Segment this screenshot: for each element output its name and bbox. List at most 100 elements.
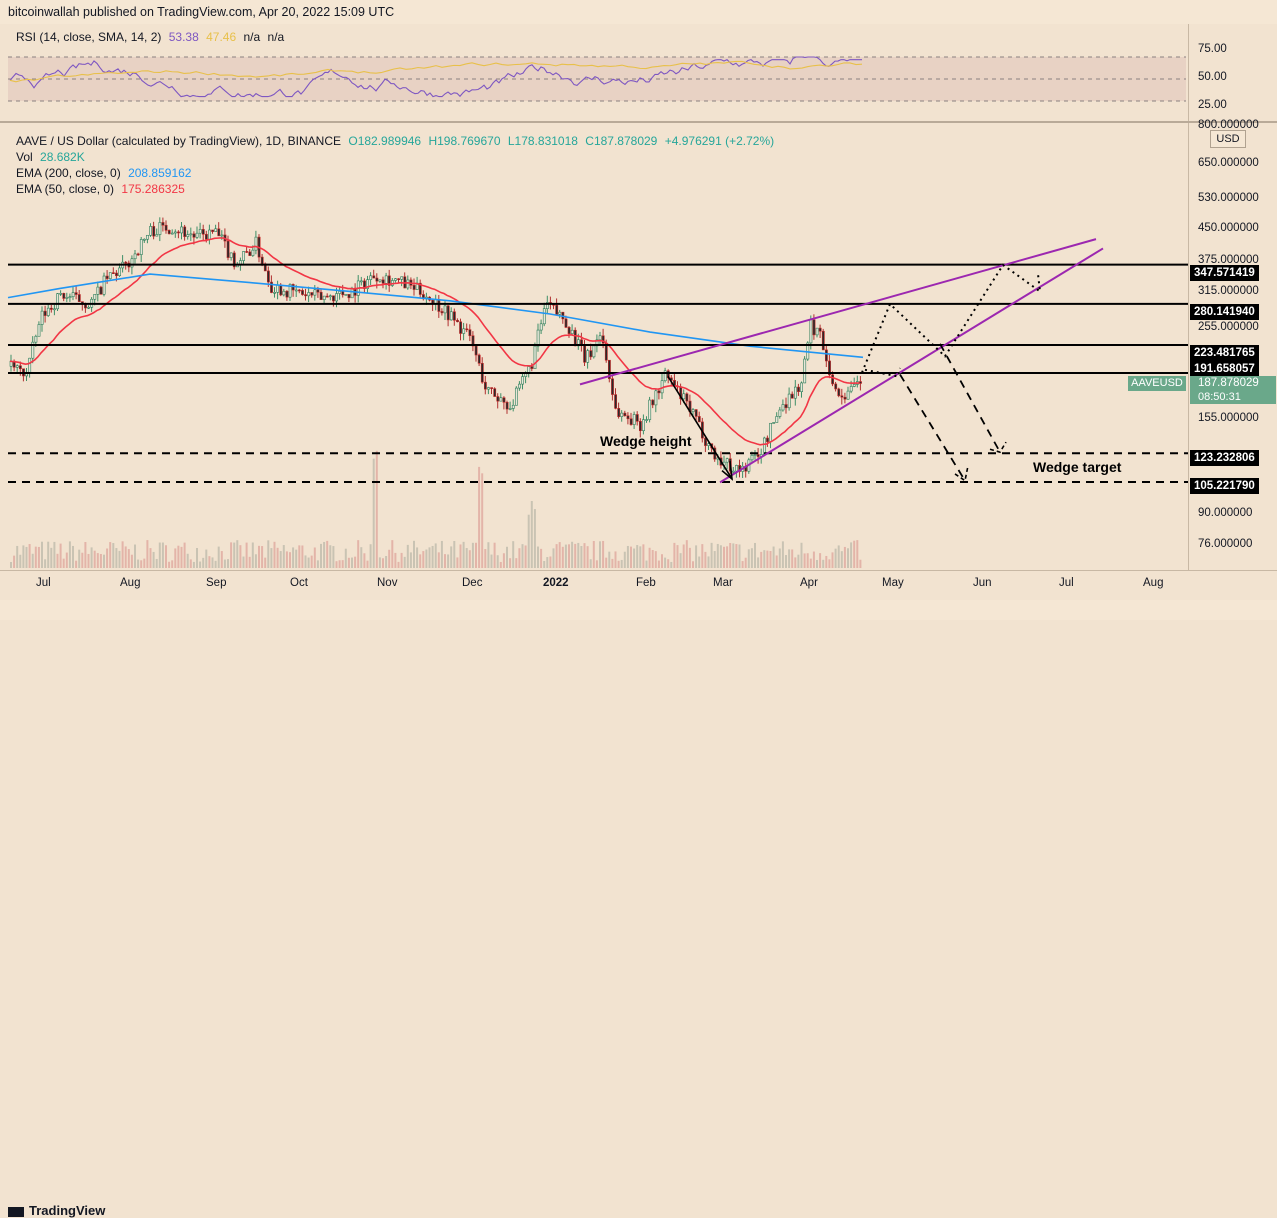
candle-body — [68, 296, 72, 298]
volume-bar — [233, 542, 236, 568]
candle-body — [37, 324, 41, 337]
candle-body — [446, 305, 450, 321]
volume-bar — [227, 559, 229, 568]
candle-body — [555, 304, 559, 315]
candle-body — [750, 454, 754, 461]
volume-bar — [763, 550, 766, 568]
ohlc-open: O182.989946 — [348, 134, 422, 148]
volume-bar — [605, 557, 608, 568]
volume-bar — [152, 551, 155, 568]
volume-bar — [109, 542, 112, 568]
volume-bar — [87, 553, 90, 568]
volume-bar — [75, 560, 78, 568]
volume-bar — [630, 546, 632, 568]
level-tag-191: 191.658057 — [1190, 361, 1259, 377]
ema50-label: EMA (50, close, 0) — [16, 182, 115, 196]
candle-body — [790, 393, 794, 399]
candle-body — [195, 232, 199, 238]
volume-bar — [360, 547, 363, 568]
volume-bar — [31, 553, 34, 568]
time-axis[interactable] — [0, 570, 1277, 601]
volume-bar — [59, 543, 62, 568]
candle-body — [598, 335, 602, 341]
candle-body — [332, 295, 335, 302]
candle-body — [797, 386, 800, 392]
time-tick-feb: Feb — [636, 577, 656, 589]
candle-body — [266, 270, 270, 283]
candle-body — [812, 319, 816, 336]
candle-body — [682, 393, 686, 400]
volume-bar — [28, 544, 31, 568]
candle-body — [418, 282, 422, 295]
volume-bar — [242, 556, 245, 568]
pane-separator[interactable] — [0, 121, 1277, 123]
published-text: bitcoinwallah published on TradingView.c… — [8, 5, 395, 19]
volume-bar — [617, 560, 620, 568]
volume-bar — [223, 559, 226, 568]
volume-bar — [766, 550, 769, 568]
volume-bar — [481, 473, 484, 568]
candle-body — [93, 294, 97, 300]
candle-body — [205, 233, 208, 240]
time-tick-may: May — [882, 577, 904, 589]
candle-body — [533, 345, 537, 369]
candle-body — [462, 328, 466, 334]
volume-bar — [583, 543, 586, 568]
candle-body — [583, 344, 587, 363]
chart-canvas[interactable] — [0, 0, 1277, 620]
candle-body — [769, 422, 773, 443]
volume-bar — [850, 542, 853, 568]
volume-bar — [264, 557, 267, 568]
volume-bar — [679, 553, 682, 568]
candle-body — [521, 376, 525, 385]
price-tick-155: 155.000000 — [1198, 412, 1259, 424]
volume-bar — [639, 546, 642, 568]
candle-body — [18, 365, 22, 370]
dashed-target-2 — [939, 343, 1001, 453]
volume-bar — [230, 542, 233, 568]
candle-body — [614, 394, 618, 409]
volume-bar — [530, 500, 533, 568]
candle-body — [772, 422, 776, 424]
candle-body — [840, 395, 844, 398]
candle-body — [623, 412, 627, 417]
candle-body — [372, 275, 376, 279]
volume-bar — [599, 541, 601, 568]
volume-bar — [320, 543, 322, 568]
candle-body — [487, 387, 490, 390]
top-bar: bitcoinwallah published on TradingView.c… — [0, 0, 1277, 24]
volume-bar — [506, 546, 508, 568]
time-tick-jun: Jun — [973, 577, 992, 589]
candle-body — [149, 226, 153, 236]
candle-body — [573, 329, 577, 347]
volume-bar — [347, 557, 350, 568]
volume-bar — [518, 548, 521, 568]
volume-bar — [99, 553, 102, 568]
candle-body — [102, 275, 106, 295]
volume-bar — [366, 560, 369, 568]
level-tag-280: 280.141940 — [1190, 304, 1259, 320]
candle-body — [220, 234, 224, 237]
volume-bar — [205, 549, 208, 568]
candle-body — [71, 292, 75, 297]
candle-body — [77, 294, 81, 302]
tradingview-logo[interactable]: TradingView — [8, 1203, 105, 1218]
candle-body — [400, 276, 404, 280]
candle-body — [849, 386, 853, 392]
rsi-sma-value: 47.46 — [206, 30, 237, 44]
volume-bar — [391, 540, 394, 568]
volume-bar — [81, 552, 84, 568]
candle-body — [508, 408, 512, 410]
volume-bar — [574, 543, 577, 568]
candle-body — [341, 291, 345, 296]
candle-body — [493, 388, 497, 397]
volume-bar — [533, 509, 536, 568]
candle-body — [638, 421, 642, 432]
candle-body — [490, 387, 494, 389]
candle-body — [518, 383, 521, 389]
volume-bar — [329, 545, 332, 568]
currency-label[interactable]: USD — [1210, 130, 1246, 148]
volume-bar — [10, 561, 12, 568]
candle-body — [28, 357, 32, 373]
ema200-value: 208.859162 — [128, 166, 192, 180]
